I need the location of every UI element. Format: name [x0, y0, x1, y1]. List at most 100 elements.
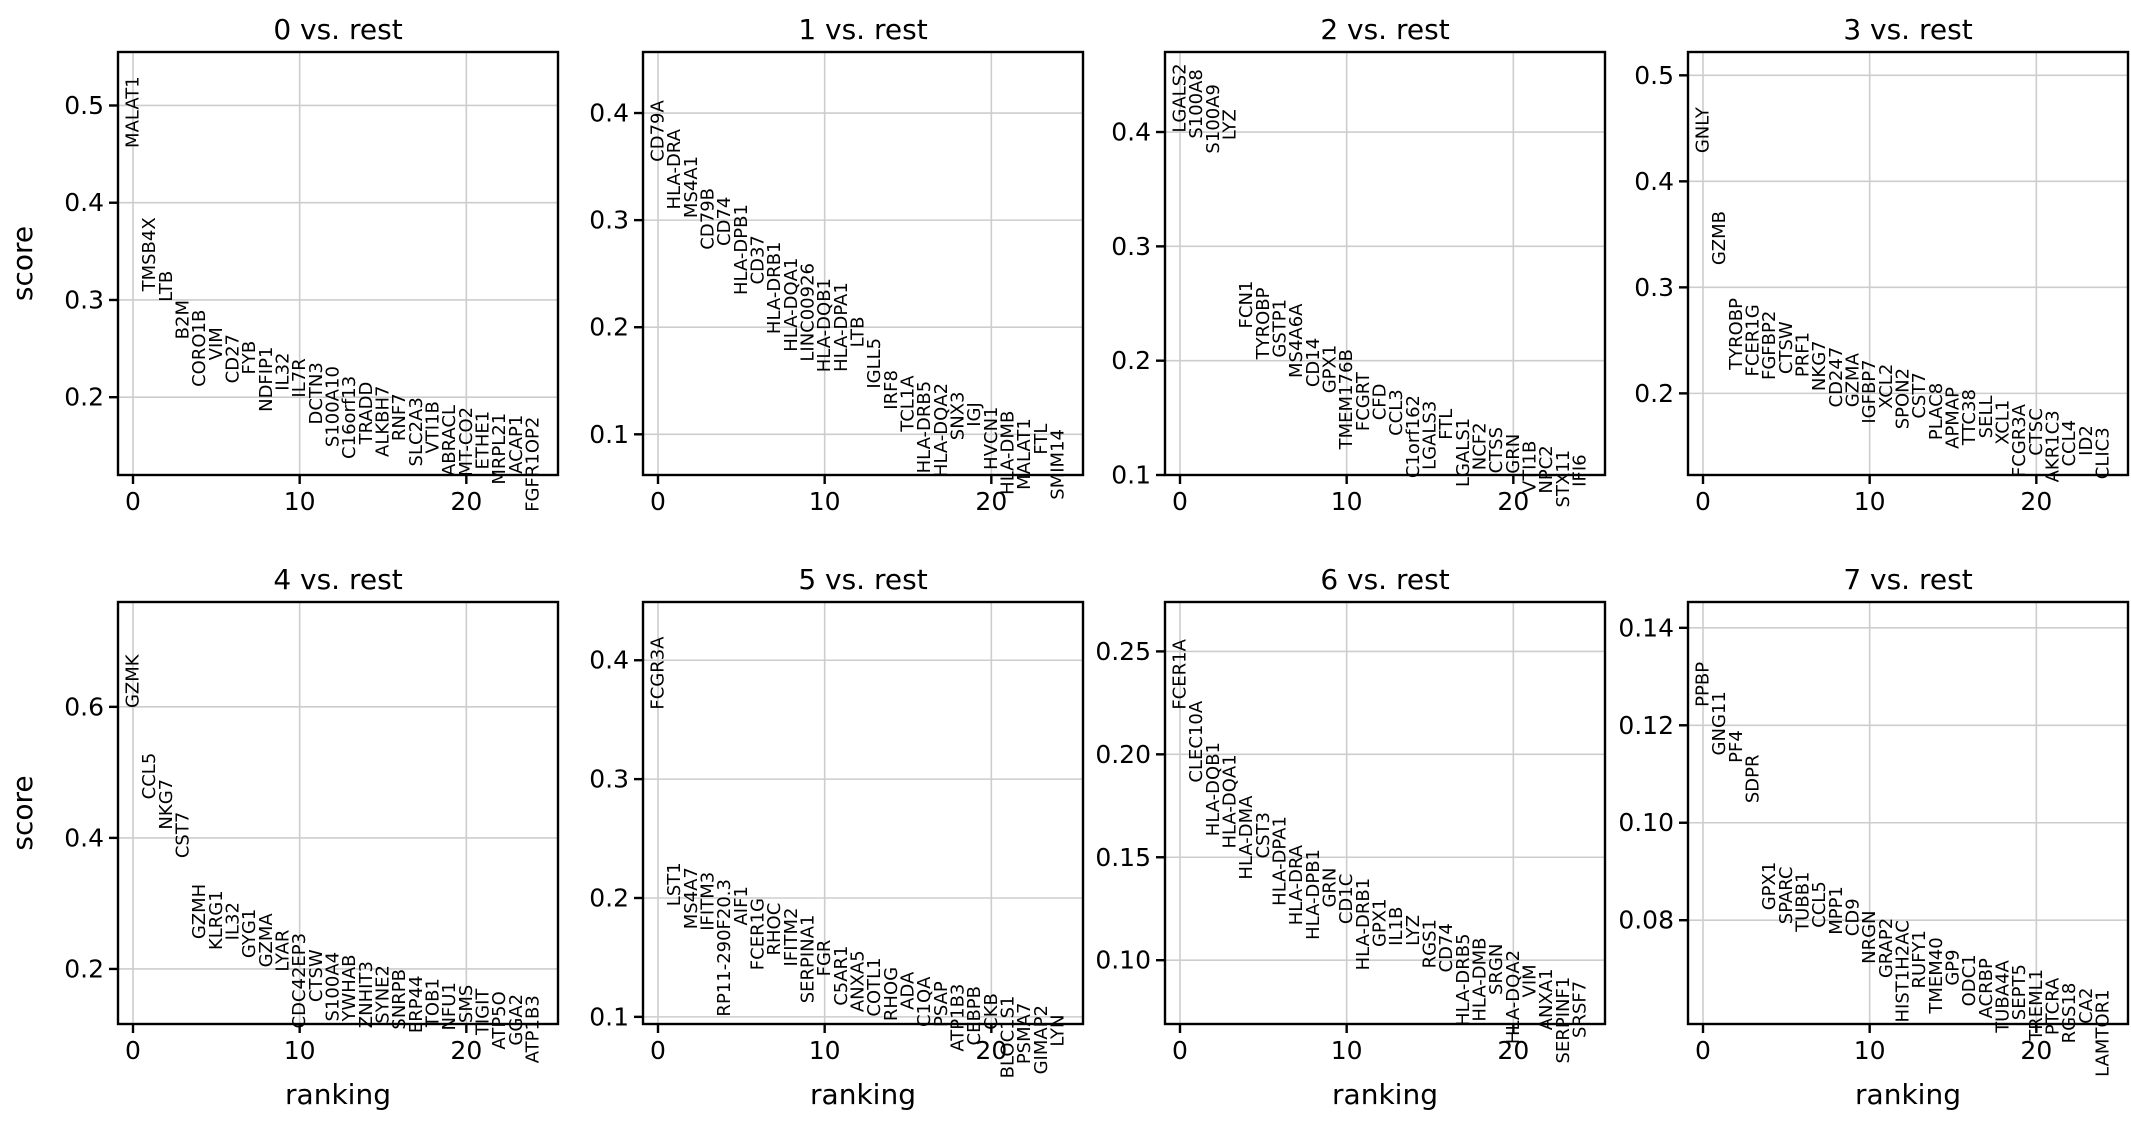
gene-label: FCN1 — [1236, 281, 1257, 329]
x-tick-label: 20 — [975, 487, 1007, 516]
gene-label: HLA-DQA1 — [781, 258, 802, 352]
axes-box — [641, 600, 1085, 1026]
gene-label: SLC2A3 — [406, 397, 427, 466]
y-tick-label: 0.4 — [64, 188, 104, 217]
x-tick-label: 20 — [1497, 487, 1529, 516]
gene-label: TTC38 — [1959, 389, 1980, 446]
gene-label: GZMH — [189, 884, 210, 939]
subplot-title: 4 vs. rest — [273, 563, 402, 596]
gene-label: MPP1 — [1826, 886, 1847, 935]
subplot-1-canvas: CD79AHLA-DRAMS4A1CD79BCD74HLA-DPB1CD37HL… — [589, 13, 1085, 516]
subplot-3-vs-rest: GNLY GZMB TYROBP FCER1G FGFBP2 CTSW PRF1 NKG7 CD… — [1634, 13, 2130, 516]
gene-label: DCTN3 — [306, 362, 327, 424]
gene-label: ANXA1 — [1536, 968, 1557, 1030]
subplot-title: 6 vs. rest — [1320, 563, 1449, 596]
gene-label: RNF7 — [389, 393, 410, 441]
gene-label: HLA-DPA1 — [1270, 816, 1291, 906]
gene-label: TOB1 — [423, 978, 444, 1028]
gene-label: XCL2 — [1876, 364, 1897, 409]
gene-label: CD79B — [698, 188, 719, 250]
x-tick-label: 0 — [125, 487, 141, 516]
gene-label: NFU1 — [439, 982, 460, 1030]
gene-label: GZMA — [256, 913, 277, 968]
x-tick-label: 20 — [1497, 1036, 1529, 1065]
gene-label: LINC00926 — [798, 263, 819, 362]
gene-label: LGALS1 — [1453, 418, 1474, 487]
gene-label: GZMB — [1709, 211, 1730, 265]
gene-label: CEBPB — [964, 986, 985, 1046]
gene-label: IL1B — [1386, 907, 1407, 946]
gene-label: HLA-DRB5 — [914, 381, 935, 474]
gene-label: STX11 — [1553, 450, 1574, 508]
gene-label: TMEM40 — [1926, 937, 1947, 1014]
gene-label: SERPINA1 — [798, 915, 819, 1004]
gene-label: CFD — [1370, 384, 1391, 421]
y-tick-label: 0.12 — [1618, 711, 1674, 740]
gene-label: GP9 — [1943, 949, 1964, 985]
gene-label: CD1C — [1336, 874, 1357, 924]
gene-label: MRPL21 — [489, 413, 510, 485]
xlabel-ranking: ranking — [1332, 1078, 1438, 1111]
gene-label: IFITM2 — [781, 908, 802, 967]
y-tick-label: 0.10 — [1095, 946, 1151, 975]
gene-label: CD14 — [1303, 338, 1324, 387]
gene-label: HLA-DQB1 — [1203, 742, 1224, 836]
gene-label: RUFY1 — [1909, 930, 1930, 988]
gene-label: SMIM14 — [1048, 429, 1069, 500]
y-tick-label: 0.3 — [1634, 273, 1674, 302]
gene-label: CD74 — [714, 197, 735, 246]
axes-box — [116, 50, 560, 477]
gene-label: PSAP — [931, 981, 952, 1027]
gene-label: CTSW — [1776, 321, 1797, 374]
gene-label: HLA-DQA1 — [1220, 754, 1241, 848]
gene-label: SELL — [1976, 396, 1997, 439]
gene-label: LYZ — [1403, 915, 1424, 946]
gene-label: HLA-DRB1 — [764, 242, 785, 335]
gene-label: NRGN — [1859, 911, 1880, 964]
gene-label: RHOC — [764, 903, 785, 956]
x-tick-label: 10 — [809, 1036, 841, 1065]
gene-label: RGS18 — [2059, 983, 2080, 1044]
gene-label: LGALS3 — [1420, 401, 1441, 470]
gene-label: LTB — [848, 317, 869, 348]
gene-label: GZMA — [1843, 352, 1864, 407]
gene-label: AKR1C3 — [2043, 410, 2064, 482]
gene-label: HLA-DQA2 — [931, 383, 952, 477]
gene-label: SRSF7 — [1570, 981, 1591, 1038]
y-tick-label: 0.2 — [1111, 346, 1151, 375]
gene-label: PLAC8 — [1926, 383, 1947, 440]
gene-label: IFITM3 — [698, 872, 719, 931]
gene-label: LYN — [1048, 1015, 1069, 1047]
gene-label: TCL1A — [898, 375, 919, 433]
axes-box — [1163, 600, 1607, 1026]
gene-label: CTSW — [306, 949, 327, 1002]
subplot-3-canvas: GNLY GZMB TYROBPFCER1GFGFBP2CTSWPRF1NKG7CD… — [1634, 13, 2130, 516]
gene-label: HLA-DRA — [664, 128, 685, 209]
x-tick-label: 20 — [450, 1036, 482, 1065]
gene-label: CD79A — [648, 100, 669, 162]
gene-label: FTL — [1031, 424, 1052, 455]
gene-label: SDPR — [1743, 755, 1764, 804]
subplot-title: 1 vs. rest — [798, 13, 927, 46]
gene-label: GRN — [1503, 434, 1524, 474]
gene-label: ATP5O — [489, 991, 510, 1049]
gene-label: IGFBP7 — [1859, 359, 1880, 423]
y-tick-label: 0.1 — [1111, 461, 1151, 490]
gene-label: CCL3 — [1386, 389, 1407, 436]
gene-label: MALAT1 — [1014, 418, 1035, 490]
subplot-1-vs-rest: CD79A HLA-DRA MS4A1 CD79B CD74 HLA-DPB1 CD37 HL… — [589, 13, 1085, 516]
gene-label: TRADD — [356, 382, 377, 446]
gene-label: ABRACL — [439, 405, 460, 476]
gene-label: PTCRA — [2043, 977, 2064, 1035]
x-tick-label: 10 — [284, 487, 316, 516]
x-tick-label: 10 — [1854, 1036, 1886, 1065]
subplot-title: 3 vs. rest — [1843, 13, 1972, 46]
gene-label: C16orf13 — [339, 376, 360, 459]
y-tick-label: 0.3 — [1111, 232, 1151, 261]
gene-label: ACAP1 — [506, 415, 527, 474]
gene-label: GZMK — [123, 653, 144, 708]
gene-label: CLEC10A — [1186, 700, 1207, 782]
gene-label: XCL1 — [1993, 400, 2014, 445]
